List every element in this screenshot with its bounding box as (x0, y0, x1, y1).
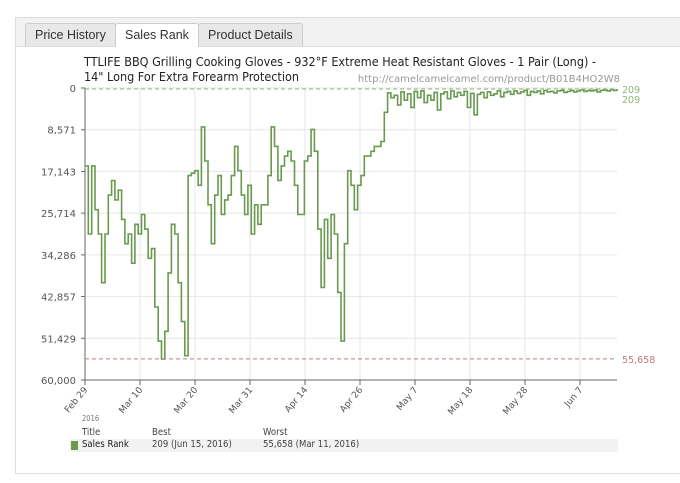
legend-worst: 55,658 (Mar 11, 2016) (263, 439, 360, 450)
tab-product-details[interactable]: Product Details (198, 23, 303, 46)
y-tick-label: 51,429 (41, 334, 76, 345)
legend-header-worst: Worst (263, 427, 288, 438)
legend-best: 209 (Jun 15, 2016) (152, 439, 232, 450)
tab-price-history[interactable]: Price History (25, 23, 116, 46)
tab-bar: Price History Sales Rank Product Details (16, 18, 680, 47)
x-tick-label: May 28 (501, 385, 530, 417)
legend-swatch (71, 441, 78, 450)
legend-header-title: Title (82, 427, 101, 438)
tab-sales-rank[interactable]: Sales Rank (115, 23, 199, 47)
x-tick-label: Mar 31 (228, 386, 256, 416)
y-tick-label: 25,714 (41, 209, 76, 220)
y-tick-label: 0 (70, 84, 76, 95)
legend-title: Sales Rank (82, 439, 129, 450)
chart-title-line1: TTLIFE BBQ Grilling Cooking Gloves - 932… (83, 54, 596, 69)
chart-title-line2: 14" Long For Extra Forearm Protection (84, 69, 299, 84)
x-tick-label: May 7 (395, 386, 420, 413)
y-tick-label: 42,857 (41, 293, 76, 304)
y-tick-label: 8,571 (47, 126, 76, 137)
current-label: 209 (622, 95, 640, 106)
x-year-label: 2016 (82, 414, 100, 423)
x-tick-label: Apr 26 (338, 385, 365, 415)
y-tick-label: 17,143 (41, 167, 76, 178)
legend-header-best: Best (152, 427, 171, 438)
legend-row[interactable]: Sales Rank 209 (Jun 15, 2016) 55,658 (Ma… (70, 439, 618, 452)
x-tick-label: Mar 10 (118, 385, 146, 416)
x-tick-label: Apr 14 (283, 385, 310, 415)
x-tick-label: May 18 (446, 385, 475, 417)
sales-rank-line (85, 88, 618, 360)
chart-subtitle: http://camelcamelcamel.com/product/B01B4… (358, 74, 620, 85)
best-label: 209 (622, 85, 640, 96)
x-tick-label: Feb 29 (63, 385, 90, 415)
worst-label: 55,658 (622, 355, 655, 366)
chart-panel (15, 17, 680, 474)
y-tick-label: 34,286 (41, 251, 76, 262)
x-tick-label: Mar 20 (173, 385, 201, 416)
x-tick-label: Jun 7 (562, 386, 585, 411)
y-tick-label: 60,000 (41, 376, 76, 387)
